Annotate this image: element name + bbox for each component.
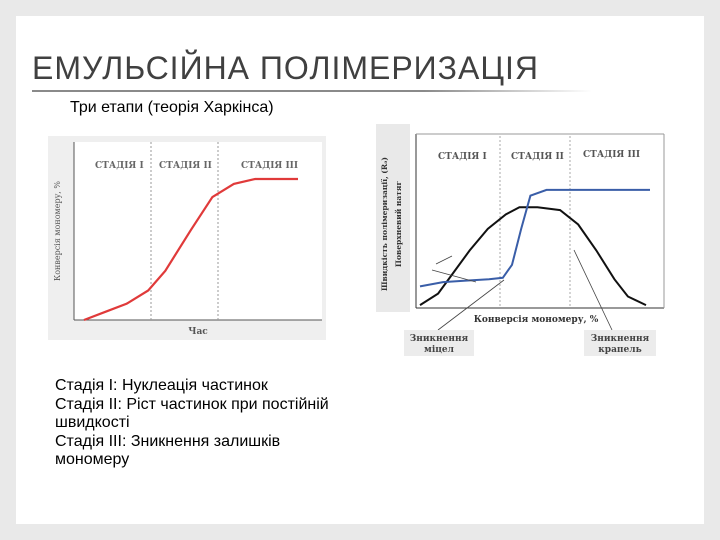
stage-label-2: СТАДІЯ ІІ xyxy=(159,161,212,171)
arrow-droplets xyxy=(573,249,613,331)
y-axis-label-rate: Швидкість полімеризації, (Rₔ) xyxy=(380,157,389,291)
chart-background xyxy=(376,124,666,360)
surface-tension-curve xyxy=(419,188,650,288)
slide-subtitle: Три етапи (теорія Харкінса) xyxy=(70,99,274,116)
y-label-panel xyxy=(376,124,410,312)
arrow-tension-line xyxy=(435,255,453,265)
annot-micelles-box xyxy=(404,330,474,356)
rate-curve xyxy=(419,206,647,307)
stage-label-1: СТАДІЯ І xyxy=(438,152,487,162)
stages-description: Стадія І: Нуклеація частинок Стадія ІІ: … xyxy=(55,377,345,470)
stage-label-3: СТАДІЯ ІІІ xyxy=(583,150,640,160)
y-axis-label: Конверсія мономеру, % xyxy=(53,181,62,281)
annot-droplets-box xyxy=(584,330,656,356)
rate-tension-chart: СТАДІЯ І СТАДІЯ ІІ СТАДІЯ ІІІ Швидкість … xyxy=(376,124,666,360)
slide-frame-right xyxy=(704,0,720,540)
stage-label-1: СТАДІЯ І xyxy=(95,161,144,171)
annot-micelles-line2: міцел xyxy=(424,345,455,355)
x-axis-label: Конверсія мономеру, % xyxy=(474,315,599,325)
slide-frame-bottom xyxy=(0,524,720,540)
annot-droplets-line2: крапель xyxy=(598,345,641,355)
slide-frame-top xyxy=(0,0,720,16)
title-underline xyxy=(32,90,592,92)
x-axis-label: Час xyxy=(188,327,208,337)
conversion-curve xyxy=(83,177,298,322)
arrow-rate-line xyxy=(431,269,477,283)
annot-micelles-line1: Зникнення xyxy=(410,334,469,344)
annot-droplets-line1: Зникнення xyxy=(591,334,650,344)
stage-label-3: СТАДІЯ ІІІ xyxy=(241,161,298,171)
stage-3-description: Стадія ІІІ: Зникнення залишків мономеру xyxy=(55,432,281,469)
stage-2-description: Стадія ІІ: Ріст частинок при постійній ш… xyxy=(55,395,329,432)
slide-frame-left xyxy=(0,0,16,540)
stage-label-2: СТАДІЯ ІІ xyxy=(511,152,564,162)
arrow-micelles xyxy=(437,279,505,331)
slide-title: ЕМУЛЬСІЙНА ПОЛІМЕРИЗАЦІЯ xyxy=(32,50,540,86)
conversion-time-chart: СТАДІЯ І СТАДІЯ ІІ СТАДІЯ ІІІ Конверсія … xyxy=(48,136,326,340)
plot-area xyxy=(74,142,322,320)
stage-1-description: Стадія І: Нуклеація частинок xyxy=(55,377,268,394)
y-axis-label-tension: Поверхневий натяг xyxy=(394,181,403,268)
